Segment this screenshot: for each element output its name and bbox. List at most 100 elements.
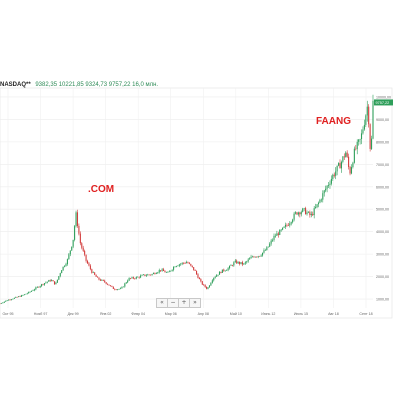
candle-body (194, 269, 196, 272)
candle-body (112, 286, 114, 289)
candle-body (276, 233, 278, 236)
candle-body (105, 282, 107, 284)
candle-body (198, 277, 200, 280)
candle-body (343, 156, 345, 158)
candle-body (121, 287, 123, 289)
x-tick-label: Дек 99 (68, 312, 79, 316)
x-tick-label: Июль 15 (294, 312, 308, 316)
candle-body (3, 301, 5, 303)
candle-body (243, 263, 245, 265)
candle-body (333, 174, 335, 176)
candle-body (82, 247, 84, 251)
candle-body (53, 281, 56, 285)
candle-body (162, 269, 165, 272)
x-tick-label: Февр 04 (131, 312, 145, 316)
candle-body (228, 265, 231, 269)
candle-body (171, 269, 173, 271)
candle-body (35, 287, 37, 290)
candle-body (16, 296, 18, 298)
candle-body (319, 199, 321, 203)
candle-body (292, 219, 294, 223)
annotation-dotcom: .COM (88, 184, 114, 195)
candle-body (170, 270, 172, 272)
candle-body (263, 250, 265, 253)
candle-body (270, 240, 272, 244)
candle-body (230, 265, 232, 266)
candle-body (345, 152, 347, 158)
candle-body (280, 229, 282, 231)
candle-body (101, 279, 103, 281)
candle-body (74, 226, 76, 240)
candle-body (259, 256, 261, 257)
candle-body (69, 250, 71, 255)
candle-body (203, 284, 205, 286)
candle-body (56, 279, 58, 283)
candle-body (365, 115, 367, 125)
candle-body (257, 256, 259, 257)
candle-body (91, 269, 93, 273)
candle-body (32, 290, 34, 291)
candle-body (326, 185, 328, 189)
candle-body (218, 271, 221, 275)
candle-body (310, 213, 312, 216)
candle-body (76, 212, 79, 226)
y-tick-label: 1000,00 (376, 298, 389, 302)
candle-body (102, 279, 104, 281)
y-tick-label: 7000,00 (376, 163, 389, 167)
candle-body (158, 270, 160, 273)
candle-body (247, 259, 249, 262)
candle-body (51, 280, 53, 282)
annotation-faang: FAANG (316, 116, 351, 127)
candle-body (346, 152, 348, 157)
candle-body (299, 212, 301, 215)
x-tick-label: Окт 95 (2, 312, 13, 316)
candle-body (92, 272, 94, 273)
candle-body (211, 280, 213, 283)
candle-body (154, 273, 156, 274)
candle-body (244, 262, 246, 264)
candle-body (12, 298, 14, 300)
candle-body (145, 275, 147, 276)
candle-body (213, 277, 215, 281)
candle-body (46, 281, 48, 283)
candle-body (48, 280, 50, 282)
candle-body (2, 302, 4, 304)
candle-body (360, 133, 363, 140)
x-tick-label: Май 10 (230, 312, 242, 316)
candle-body (88, 263, 90, 266)
candle-body (359, 139, 361, 140)
candle-body (6, 300, 8, 302)
candle-body (200, 279, 202, 282)
candle-body (294, 212, 297, 214)
candle-body (332, 174, 334, 179)
candle-body (246, 261, 248, 263)
candle-body (111, 285, 113, 287)
candle-body (296, 212, 298, 215)
candle-body (175, 265, 178, 267)
candle-body (269, 243, 271, 247)
candle-body (287, 225, 289, 226)
candle-body (19, 296, 21, 297)
scroll-right-button[interactable]: » (189, 298, 201, 308)
candle-body (315, 207, 317, 209)
price-tag-label: 9757,22 (376, 101, 390, 105)
candle-body (108, 284, 110, 286)
candle-body (356, 141, 358, 150)
candle-body (320, 199, 322, 201)
candle-body (233, 262, 235, 266)
candle-body (66, 259, 68, 265)
candle-body (117, 289, 119, 290)
candle-body (147, 274, 149, 276)
candle-body (168, 271, 170, 273)
candle-body (363, 124, 365, 130)
y-tick-label: 10000,00 (376, 95, 391, 99)
candle-body (38, 286, 40, 288)
candle-body (267, 246, 269, 248)
candle-body (134, 278, 136, 280)
candle-body (305, 208, 307, 215)
candle-body (157, 272, 159, 274)
candle-body (240, 262, 242, 264)
candle-body (241, 262, 243, 265)
candle-body (250, 256, 252, 259)
candle-body (249, 258, 251, 260)
